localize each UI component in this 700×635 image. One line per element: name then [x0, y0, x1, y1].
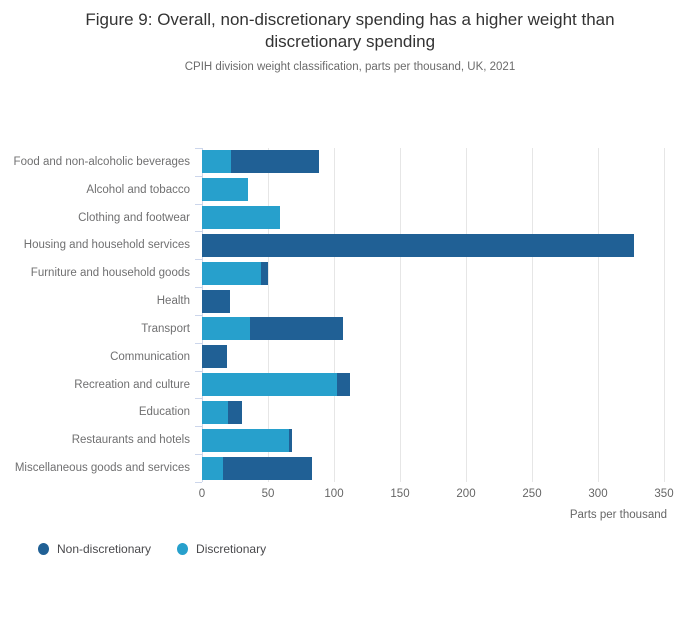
bar-segment-discretionary[interactable] [202, 150, 232, 174]
bar-track [202, 400, 242, 424]
bar-segment-discretionary[interactable] [202, 261, 262, 285]
gridline [400, 148, 401, 482]
x-axis-title: Parts per thousand [569, 509, 667, 521]
bar-segment-non-discretionary[interactable] [261, 261, 268, 285]
bar-row: Restaurants and hotels [0, 426, 700, 454]
gridline [268, 148, 269, 482]
category-label: Housing and household services [23, 239, 190, 252]
x-tick-label: 350 [654, 488, 674, 500]
bar-track [202, 317, 344, 341]
category-label: Restaurants and hotels [71, 434, 190, 447]
bar-row: Furniture and household goods [0, 259, 700, 287]
y-axis-tick [195, 203, 202, 205]
x-tick-label: 50 [261, 488, 275, 500]
bar-track [202, 178, 249, 202]
legend: Non-discretionary Discretionary [38, 542, 266, 556]
category-label: Health [156, 295, 190, 308]
bar-track [202, 233, 634, 257]
bar-segment-discretionary[interactable] [202, 373, 337, 397]
bar-row: Recreation and culture [0, 371, 700, 399]
bar-track [202, 456, 312, 480]
y-axis-tick [195, 370, 202, 372]
bar-row: Clothing and footwear [0, 204, 700, 232]
category-label: Transport [141, 322, 190, 335]
legend-item-label: Discretionary [196, 542, 267, 556]
y-axis-tick [195, 231, 202, 233]
gridline [532, 148, 533, 482]
bar-track [202, 289, 230, 313]
y-axis-tick [195, 287, 202, 289]
legend-item-discretionary[interactable]: Discretionary [177, 542, 266, 556]
category-label: Recreation and culture [74, 378, 190, 391]
gridline [334, 148, 335, 482]
legend-marker-icon [38, 543, 49, 555]
bar-row: Transport [0, 315, 700, 343]
x-tick-label: 150 [390, 488, 410, 500]
bar-segment-discretionary[interactable] [202, 206, 280, 230]
legend-item-label: Non-discretionary [57, 542, 152, 556]
bar-segment-discretionary[interactable] [202, 456, 224, 480]
bar-track [202, 150, 320, 174]
bar-row: Health [0, 287, 700, 315]
x-tick-label: 300 [588, 488, 608, 500]
category-label: Clothing and footwear [78, 211, 190, 224]
y-axis-tick [195, 398, 202, 400]
y-axis-tick [195, 148, 202, 149]
x-tick-label: 250 [522, 488, 542, 500]
bar-row: Food and non-alcoholic beverages [0, 148, 700, 176]
gridline [598, 148, 599, 482]
category-label: Communication [110, 350, 190, 363]
bar-segment-discretionary[interactable] [202, 317, 250, 341]
bar-row: Alcohol and tobacco [0, 176, 700, 204]
bar-segment-non-discretionary[interactable] [223, 456, 312, 480]
bar-segment-non-discretionary[interactable] [249, 317, 344, 341]
bar-row: Miscellaneous goods and services [0, 454, 700, 482]
bar-row: Housing and household services [0, 231, 700, 259]
bar-track [202, 373, 350, 397]
bar-segment-non-discretionary[interactable] [202, 289, 230, 313]
bar-segment-non-discretionary[interactable] [202, 345, 228, 369]
bar-track [202, 261, 268, 285]
category-label: Miscellaneous goods and services [14, 462, 190, 475]
bar-segment-discretionary[interactable] [202, 178, 249, 202]
category-label: Alcohol and tobacco [86, 183, 190, 196]
bar-segment-non-discretionary[interactable] [231, 150, 320, 174]
bar-segment-non-discretionary[interactable] [289, 428, 292, 452]
legend-marker-icon [177, 543, 189, 555]
y-axis-tick [195, 481, 202, 483]
bar-segment-non-discretionary[interactable] [202, 233, 634, 257]
bar-rows: Food and non-alcoholic beverages Alcohol … [0, 148, 700, 482]
gridline [664, 148, 665, 482]
gridline [466, 148, 467, 482]
legend-item-non-discretionary[interactable]: Non-discretionary [38, 542, 151, 556]
category-label: Education [138, 406, 190, 419]
category-label: Food and non-alcoholic beverages [13, 155, 190, 168]
bar-row: Education [0, 398, 700, 426]
bar-segment-non-discretionary[interactable] [336, 373, 350, 397]
category-label: Furniture and household goods [30, 267, 190, 280]
bar-track [202, 345, 228, 369]
y-axis-tick [195, 175, 202, 177]
bar-segment-discretionary[interactable] [202, 400, 229, 424]
bar-segment-non-discretionary[interactable] [228, 400, 242, 424]
y-axis-tick [195, 342, 202, 344]
x-tick-label: 100 [324, 488, 344, 500]
bar-row: Communication [0, 343, 700, 371]
bar-track [202, 206, 280, 230]
y-axis-tick [195, 259, 202, 261]
bar-track [202, 428, 292, 452]
chart-subtitle: CPIH division weight classification, par… [184, 61, 516, 73]
y-axis-tick [195, 314, 202, 316]
y-axis-line [202, 148, 203, 482]
x-tick-label: 200 [456, 488, 476, 500]
y-axis-tick [195, 426, 202, 428]
bar-segment-discretionary[interactable] [202, 428, 290, 452]
x-tick-label: 0 [198, 488, 206, 500]
y-axis-tick [195, 454, 202, 456]
chart-title: Figure 9: Overall, non-discretionary spe… [85, 10, 615, 52]
